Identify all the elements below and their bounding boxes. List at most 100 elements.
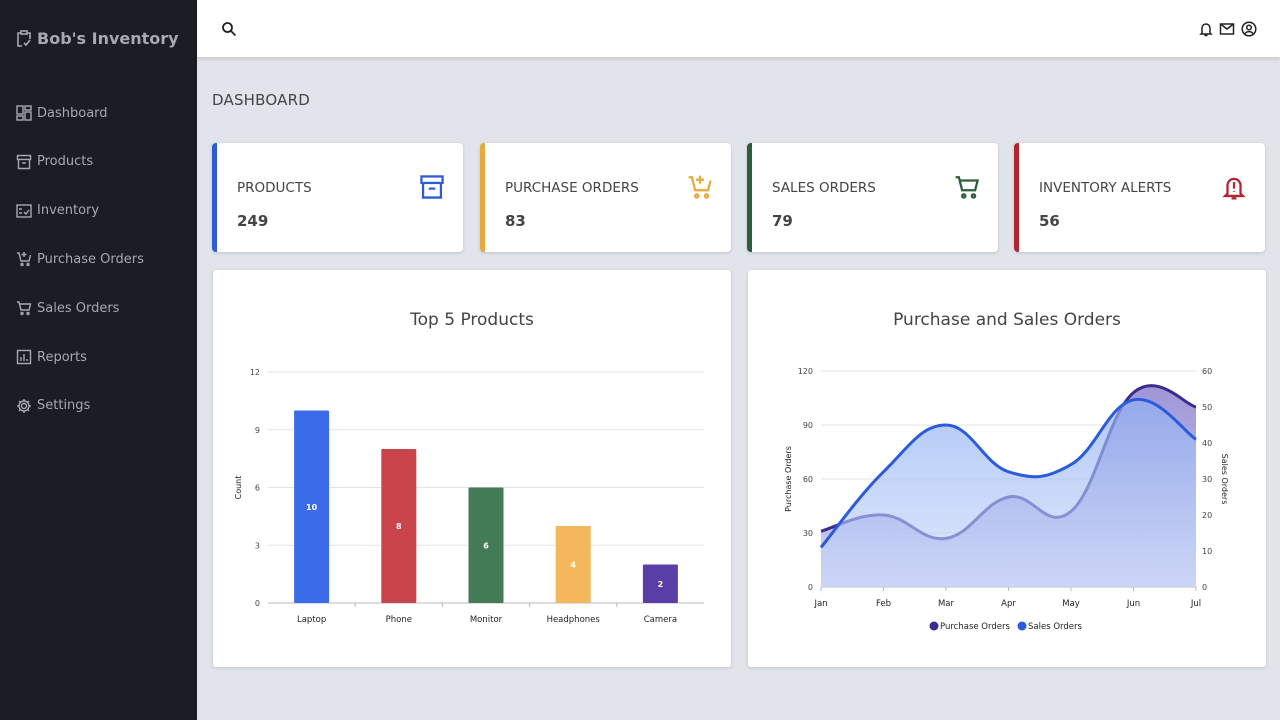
x-tick-label: Monitor xyxy=(470,615,503,625)
y2-tick-label: 50 xyxy=(1202,403,1212,412)
sidebar-item-label: Inventory xyxy=(37,203,100,219)
bar-data-label: 10 xyxy=(306,503,318,512)
y-tick-label: 9 xyxy=(255,426,260,435)
legend-label: Purchase Orders xyxy=(940,622,1010,632)
card-label: PURCHASE ORDERS xyxy=(505,180,639,196)
y2-tick-label: 10 xyxy=(1202,547,1212,556)
clipboard-check-icon xyxy=(17,30,31,47)
bar-chart-svg: 0 3 6 9 12 Count 10 Laptop 8 Phone 6 Monitor 4 Headph… xyxy=(234,368,704,625)
bar-data-label: 6 xyxy=(483,541,489,550)
sidebar-item-settings[interactable]: Settings xyxy=(16,398,90,414)
dashboard-icon xyxy=(16,105,32,121)
stat-card-inventory-alerts[interactable]: INVENTORY ALERTS 56 xyxy=(1014,143,1265,252)
sidebar-item-label: Products xyxy=(37,154,94,170)
y-tick-label: 3 xyxy=(255,541,260,550)
y2-tick-label: 60 xyxy=(1202,367,1212,376)
sidebar-item-label: Sales Orders xyxy=(37,300,120,316)
sidebar-item-dashboard[interactable]: Dashboard xyxy=(16,105,108,121)
archive-icon xyxy=(16,154,32,169)
y-tick-label: 12 xyxy=(250,368,260,377)
stat-card-sales-orders[interactable]: SALES ORDERS 79 xyxy=(747,143,998,252)
cart-plus-icon xyxy=(688,175,712,199)
bar-data-label: 4 xyxy=(570,561,576,570)
sidebar-item-label: Dashboard xyxy=(37,105,108,121)
x-tick-label: Jan xyxy=(813,599,827,609)
y-tick-label: 0 xyxy=(255,599,260,608)
y-tick-label: 120 xyxy=(798,367,813,376)
x-tick-label: Feb xyxy=(876,599,891,609)
legend-label: Sales Orders xyxy=(1028,622,1082,632)
top-bar xyxy=(197,0,1280,57)
legend-marker xyxy=(929,621,939,631)
report-icon xyxy=(16,349,32,365)
user-account-icon[interactable] xyxy=(1241,21,1257,37)
bar-headphones xyxy=(555,526,591,603)
x-tick-label: Mar xyxy=(938,599,955,609)
orders-chart: Purchase and Sales Orders 0 30 60 90 120 0 10 2… xyxy=(748,270,1266,667)
top-products-chart: Top 5 Products 0 3 6 9 12 Count 10 Laptop 8 Phone… xyxy=(213,270,731,667)
cart-icon xyxy=(955,176,980,199)
mail-icon[interactable] xyxy=(1219,21,1235,37)
y2-tick-label: 20 xyxy=(1202,511,1212,520)
sidebar-item-sales-orders[interactable]: Sales Orders xyxy=(16,300,119,316)
x-tick-label: Headphones xyxy=(547,615,601,625)
search-icon[interactable] xyxy=(221,21,237,37)
x-tick-label: May xyxy=(1062,599,1080,609)
stat-card-products[interactable]: PRODUCTS 249 xyxy=(212,143,463,252)
sidebar-item-reports[interactable]: Reports xyxy=(16,349,87,365)
card-label: INVENTORY ALERTS xyxy=(1039,180,1172,196)
bar-camera xyxy=(642,564,678,603)
cart-icon xyxy=(17,301,32,316)
x-tick-label: Camera xyxy=(644,615,677,625)
bar-data-label: 2 xyxy=(658,580,664,589)
bell-alert-icon xyxy=(1222,177,1246,200)
card-label: PRODUCTS xyxy=(237,180,312,196)
gear-icon xyxy=(17,398,31,413)
x-tick-label: Phone xyxy=(386,615,412,625)
sidebar-item-purchase-orders[interactable]: Purchase Orders xyxy=(16,251,144,267)
archive-icon xyxy=(420,175,444,199)
checklist-icon xyxy=(16,203,32,218)
x-tick-label: Laptop xyxy=(297,615,326,625)
y-tick-label: 30 xyxy=(803,529,813,538)
area-sales-orders xyxy=(821,399,1196,587)
bar-phone xyxy=(381,449,417,603)
card-value: 249 xyxy=(237,212,269,230)
legend-marker xyxy=(1017,621,1027,631)
sidebar-item-label: Reports xyxy=(37,349,87,365)
bell-icon[interactable] xyxy=(1198,21,1214,37)
x-tick-label: Apr xyxy=(1001,599,1016,609)
bar-monitor xyxy=(468,487,504,603)
y-tick-label: 60 xyxy=(803,475,813,484)
card-value: 79 xyxy=(772,212,793,230)
sidebar-item-label: Purchase Orders xyxy=(37,251,144,267)
area-chart-svg: 0 30 60 90 120 0 10 20 30 40 50 60 Purchase Orders Sa… xyxy=(784,367,1229,632)
y2-tick-label: 40 xyxy=(1202,439,1212,448)
y-tick-label: 0 xyxy=(808,583,813,592)
cart-plus-icon xyxy=(17,252,32,267)
chart-title: Top 5 Products xyxy=(410,310,534,330)
brand[interactable]: Bob's Inventory xyxy=(16,29,179,48)
y-axis-label: Purchase Orders xyxy=(784,446,793,512)
card-value: 56 xyxy=(1039,212,1060,230)
page-title: DASHBOARD xyxy=(212,91,310,109)
sidebar-item-inventory[interactable]: Inventory xyxy=(16,203,99,219)
y-tick-label: 6 xyxy=(255,484,260,493)
bar-laptop xyxy=(294,410,330,603)
x-tick-label: Jul xyxy=(1190,599,1201,609)
card-value: 83 xyxy=(505,212,526,230)
y2-tick-label: 30 xyxy=(1202,475,1212,484)
stat-card-purchase-orders[interactable]: PURCHASE ORDERS 83 xyxy=(480,143,731,252)
chart-title: Purchase and Sales Orders xyxy=(893,310,1121,330)
y-tick-label: 90 xyxy=(803,421,813,430)
y-axis-label: Count xyxy=(234,476,243,500)
x-tick-label: Jun xyxy=(1126,599,1140,609)
card-label: SALES ORDERS xyxy=(772,180,876,196)
line-sales-orders xyxy=(819,397,1197,549)
sidebar: Bob's Inventory Dashboard Products Invento… xyxy=(0,0,197,720)
y2-axis-label: Sales Orders xyxy=(1220,454,1229,505)
sidebar-item-products[interactable]: Products xyxy=(16,154,93,170)
brand-title: Bob's Inventory xyxy=(37,29,179,48)
sidebar-item-label: Settings xyxy=(37,398,91,414)
y2-tick-label: 0 xyxy=(1202,583,1207,592)
